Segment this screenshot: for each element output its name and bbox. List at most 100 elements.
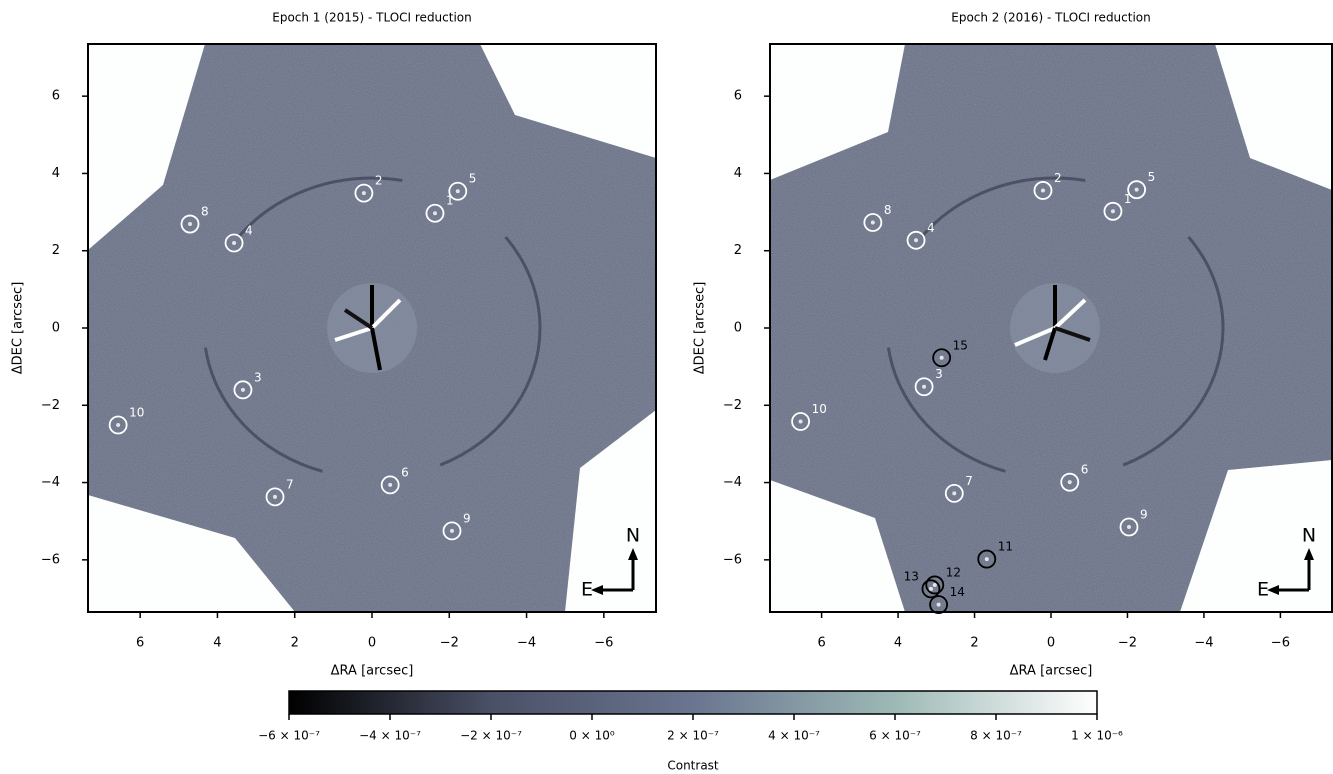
source-marker: [380, 475, 400, 495]
source-dot: [1126, 524, 1131, 529]
y-tick-label: 4: [52, 166, 60, 181]
colorbar-tick-label: −6 × 10⁻⁷: [258, 729, 320, 743]
y-axis-label: ΔDEC [arcsec]: [693, 282, 708, 375]
compass-arrow: [1267, 585, 1279, 595]
image-field: [88, 44, 656, 612]
source-dot: [922, 384, 927, 389]
x-axis-label: ΔRA [arcsec]: [331, 664, 414, 679]
y-tick-label: 2: [734, 243, 742, 258]
source-marker: [442, 521, 462, 541]
source-marker: [906, 230, 926, 250]
source-label: 1: [1124, 192, 1132, 206]
source-dot: [928, 586, 933, 591]
source-label: 4: [927, 221, 935, 235]
source-label: 10: [812, 402, 827, 416]
y-tick-label: 6: [734, 89, 742, 104]
source-dot: [388, 482, 393, 487]
compass-arrow: [591, 585, 603, 595]
source-dot: [455, 189, 460, 194]
y-tick-label: 0: [734, 321, 742, 336]
source-dot: [273, 494, 278, 499]
source-marker: [224, 233, 244, 253]
y-tick-label: 4: [734, 166, 742, 181]
x-tick-label: −4: [1194, 636, 1213, 651]
source-label: 5: [1148, 170, 1156, 184]
source-dot: [188, 222, 193, 227]
x-tick-label: 2: [291, 636, 299, 651]
x-tick-label: −2: [1118, 636, 1137, 651]
source-marker: [1103, 201, 1123, 221]
x-tick-label: −6: [594, 636, 613, 651]
colorbar-tick-label: 2 × 10⁻⁷: [667, 729, 719, 743]
colorbar-tick-label: 0 × 10⁰: [569, 729, 615, 743]
y-tick-label: 2: [52, 243, 60, 258]
compass-arrow: [1304, 548, 1314, 560]
source-marker: [977, 549, 997, 569]
compass-arrow: [628, 548, 638, 560]
source-marker: [448, 181, 468, 201]
source-label: 1: [446, 194, 454, 208]
compass-east: E: [581, 579, 593, 601]
source-label: 7: [965, 474, 973, 488]
source-marker: [921, 579, 941, 599]
y-axis-label: ΔDEC [arcsec]: [11, 282, 26, 375]
source-label: 7: [286, 477, 294, 491]
source-marker: [233, 380, 253, 400]
source-marker: [791, 412, 810, 431]
source-label: 2: [1054, 171, 1062, 185]
x-tick-label: 0: [1047, 636, 1055, 651]
source-marker: [925, 575, 945, 595]
source-label: 3: [254, 370, 262, 384]
colorbar-tick-label: 8 × 10⁻⁷: [970, 729, 1022, 743]
source-dot: [914, 238, 919, 243]
colorbar-tick-label: 4 × 10⁻⁷: [768, 729, 820, 743]
chart-title: Epoch 2 (2016) - TLOCI reduction: [951, 11, 1151, 25]
source-marker: [1060, 472, 1080, 492]
image-field: [770, 44, 1332, 612]
source-dot: [1110, 209, 1115, 214]
x-tick-label: 4: [894, 636, 902, 651]
compass-north: N: [626, 525, 640, 547]
source-label: 15: [953, 338, 968, 352]
source-marker: [932, 348, 952, 368]
source-label: 2: [375, 174, 383, 188]
x-tick-label: 6: [817, 636, 825, 651]
source-label: 14: [950, 585, 965, 599]
source-dot: [798, 419, 803, 424]
source-marker: [180, 214, 200, 234]
source-label: 11: [998, 540, 1013, 554]
source-dot: [952, 491, 957, 496]
x-tick-label: 0: [368, 636, 376, 651]
source-dot: [232, 240, 237, 245]
source-label: 6: [1081, 463, 1089, 477]
source-label: 8: [201, 205, 209, 219]
source-label: 4: [245, 223, 253, 237]
source-marker: [354, 183, 374, 203]
y-tick-label: −2: [723, 398, 742, 413]
colorbar-tick-label: 1 × 10⁻⁶: [1071, 729, 1123, 743]
chart-title: Epoch 1 (2015) - TLOCI reduction: [272, 11, 472, 25]
y-tick-label: −6: [41, 552, 60, 567]
x-tick-label: 4: [213, 636, 221, 651]
source-label: 5: [469, 172, 477, 186]
source-label: 9: [463, 511, 471, 525]
source-marker: [863, 213, 883, 232]
source-marker: [1127, 180, 1147, 200]
source-dot: [449, 528, 454, 533]
y-tick-label: −4: [723, 475, 742, 490]
source-dot: [939, 355, 944, 360]
source-label: 3: [935, 367, 943, 381]
x-axis-label: ΔRA [arcsec]: [1010, 664, 1093, 679]
compass-north: N: [1302, 525, 1316, 547]
source-marker: [108, 415, 128, 435]
source-marker: [929, 595, 948, 615]
source-dot: [932, 582, 937, 587]
source-label: 6: [401, 465, 409, 479]
y-tick-label: −2: [41, 398, 60, 413]
source-dot: [936, 602, 941, 607]
source-dot: [240, 387, 245, 392]
source-dot: [116, 422, 121, 427]
y-tick-label: 0: [52, 321, 60, 336]
